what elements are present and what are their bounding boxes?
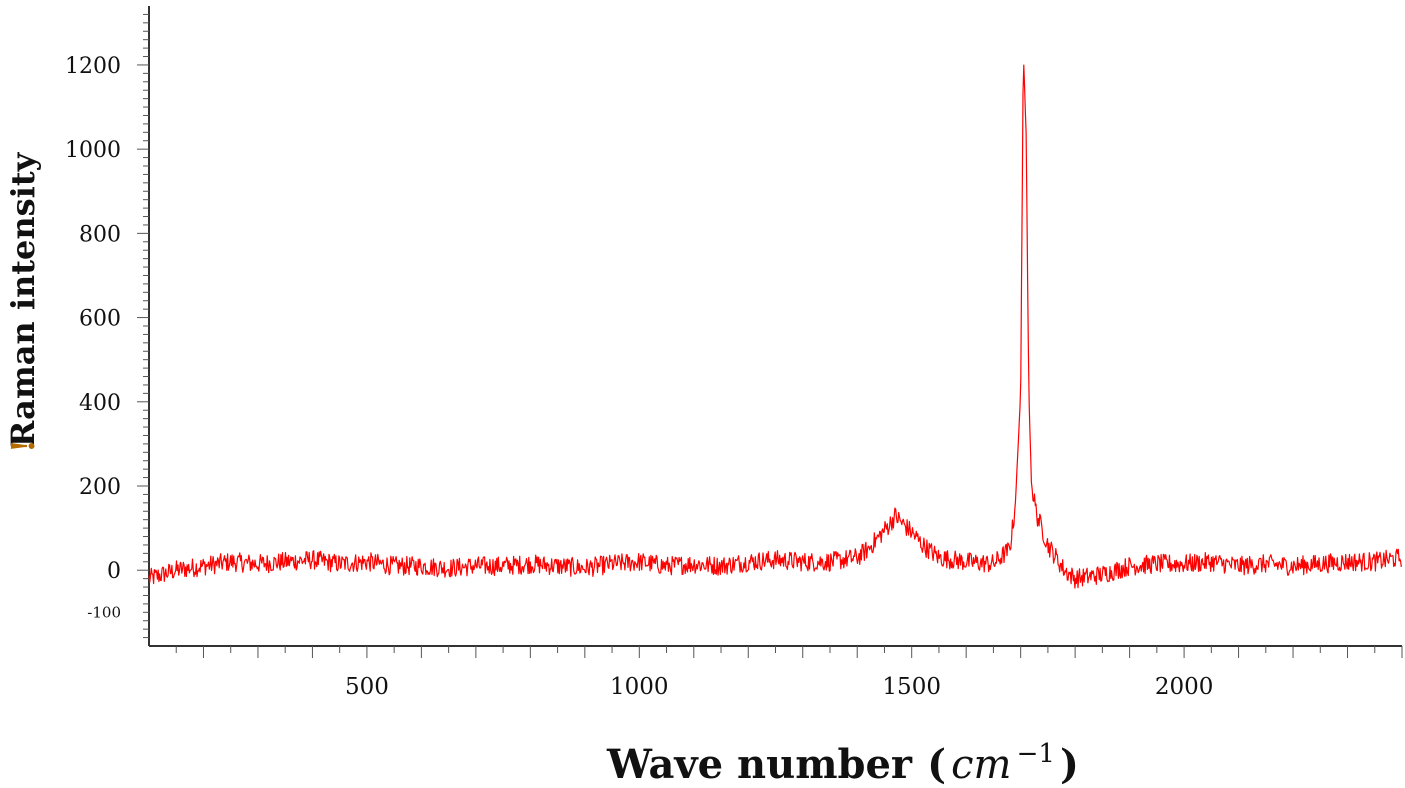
- y-tick-label: 1000: [65, 138, 121, 163]
- y-tick-label: -100: [87, 603, 121, 621]
- x-axis-label-unit: cm: [951, 742, 1011, 788]
- x-axis-label-exponent: −1: [1017, 739, 1055, 769]
- y-axis: 1200 1000 800 600 400 200 0 -100: [65, 6, 150, 646]
- x-axis-label-close: ): [1060, 741, 1079, 788]
- x-axis-label: Wave number ( cm −1 ): [606, 739, 1079, 788]
- y-tick-label: 600: [79, 307, 121, 332]
- y-tick-label: 1200: [65, 54, 121, 79]
- spectrum-line: [148, 64, 1402, 589]
- x-axis-label-open: (: [927, 741, 946, 788]
- x-tick-label: 1500: [882, 674, 941, 700]
- y-axis-label-prefix: !: [4, 439, 42, 453]
- x-tick-label: 1000: [610, 674, 669, 700]
- x-axis: 500 1000 1500 2000: [149, 645, 1403, 700]
- y-tick-label: 800: [79, 222, 121, 247]
- x-tick-label: 2000: [1155, 674, 1214, 700]
- y-tick-label: 0: [107, 559, 121, 584]
- series-layer: [148, 64, 1402, 589]
- x-tick-label: 500: [345, 674, 389, 700]
- x-axis-label-text: Wave number: [606, 741, 913, 788]
- y-tick-label: 400: [79, 391, 121, 416]
- y-tick-label: 200: [79, 475, 121, 500]
- y-axis-label: Raman intensity: [4, 151, 42, 447]
